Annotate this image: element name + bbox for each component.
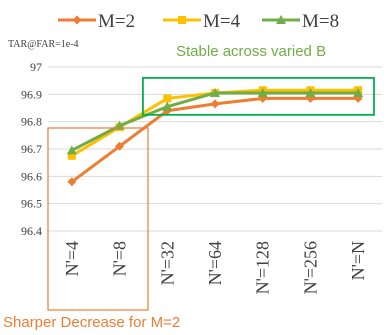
stable-region-box: [142, 77, 375, 116]
x-tick-labels: N'=4 N'=8 N'=32 N'=64 N'=128 N'=256 N'=N: [62, 241, 368, 294]
data-point: [305, 87, 316, 97]
legend-label: M=4: [203, 11, 241, 32]
data-point: [257, 87, 268, 97]
data-point: [163, 94, 172, 103]
x-tick-label: N'=256: [300, 241, 320, 294]
annotation-layer: Stable across varied B Sharper Decrease f…: [3, 43, 375, 331]
y-tick-label: 96.8: [21, 115, 42, 129]
data-point: [210, 87, 220, 97]
y-tick-label: 96.6: [21, 169, 42, 183]
legend-swatch-marker: [276, 15, 286, 24]
x-tick-label: N'=N: [348, 241, 368, 280]
y-tick-label: 97: [30, 60, 42, 74]
x-tick-label: N'=64: [205, 241, 225, 285]
y-tick-labels: 96.4 96.5 96.6 96.7 96.8 96.9 97: [21, 60, 42, 238]
data-point: [67, 151, 76, 160]
legend-label: M=8: [302, 11, 339, 32]
legend-item-M=8: M=8: [262, 11, 339, 32]
legend-label: M=2: [98, 11, 135, 32]
series-M=2: [67, 93, 363, 187]
data-point: [162, 101, 173, 111]
data-point: [210, 99, 220, 109]
stable-annotation-text: Stable across varied B: [176, 43, 326, 60]
data-point: [353, 87, 364, 97]
y-tick-label: 96.4: [21, 224, 42, 238]
x-tick-label: N'=32: [157, 241, 177, 285]
data-point: [67, 177, 77, 187]
legend-swatch-marker: [178, 16, 186, 24]
legend-swatch-marker: [72, 15, 82, 25]
y-tick-label: 96.5: [21, 197, 42, 211]
y-tick-label: 96.7: [21, 142, 42, 156]
series-line: [70, 96, 359, 184]
legend-item-M=4: M=4: [163, 11, 241, 32]
legend-item-M=2: M=2: [58, 11, 135, 32]
y-tick-label: 96.9: [21, 87, 42, 101]
x-tick-label: N'=128: [253, 241, 273, 294]
y-axis-label: TAR@FAR=1e-4: [8, 39, 79, 50]
legend: M=2 M=4 M=8: [58, 11, 339, 32]
x-tick-label: N'=8: [110, 241, 130, 276]
sharp-decrease-annotation-text: Sharper Decrease for M=2: [3, 314, 180, 331]
data-point: [115, 141, 125, 151]
sharp-decrease-box: [47, 127, 149, 311]
data-point: [66, 145, 77, 155]
x-tick-label: N'=4: [62, 241, 82, 276]
series-layer: [66, 86, 364, 187]
